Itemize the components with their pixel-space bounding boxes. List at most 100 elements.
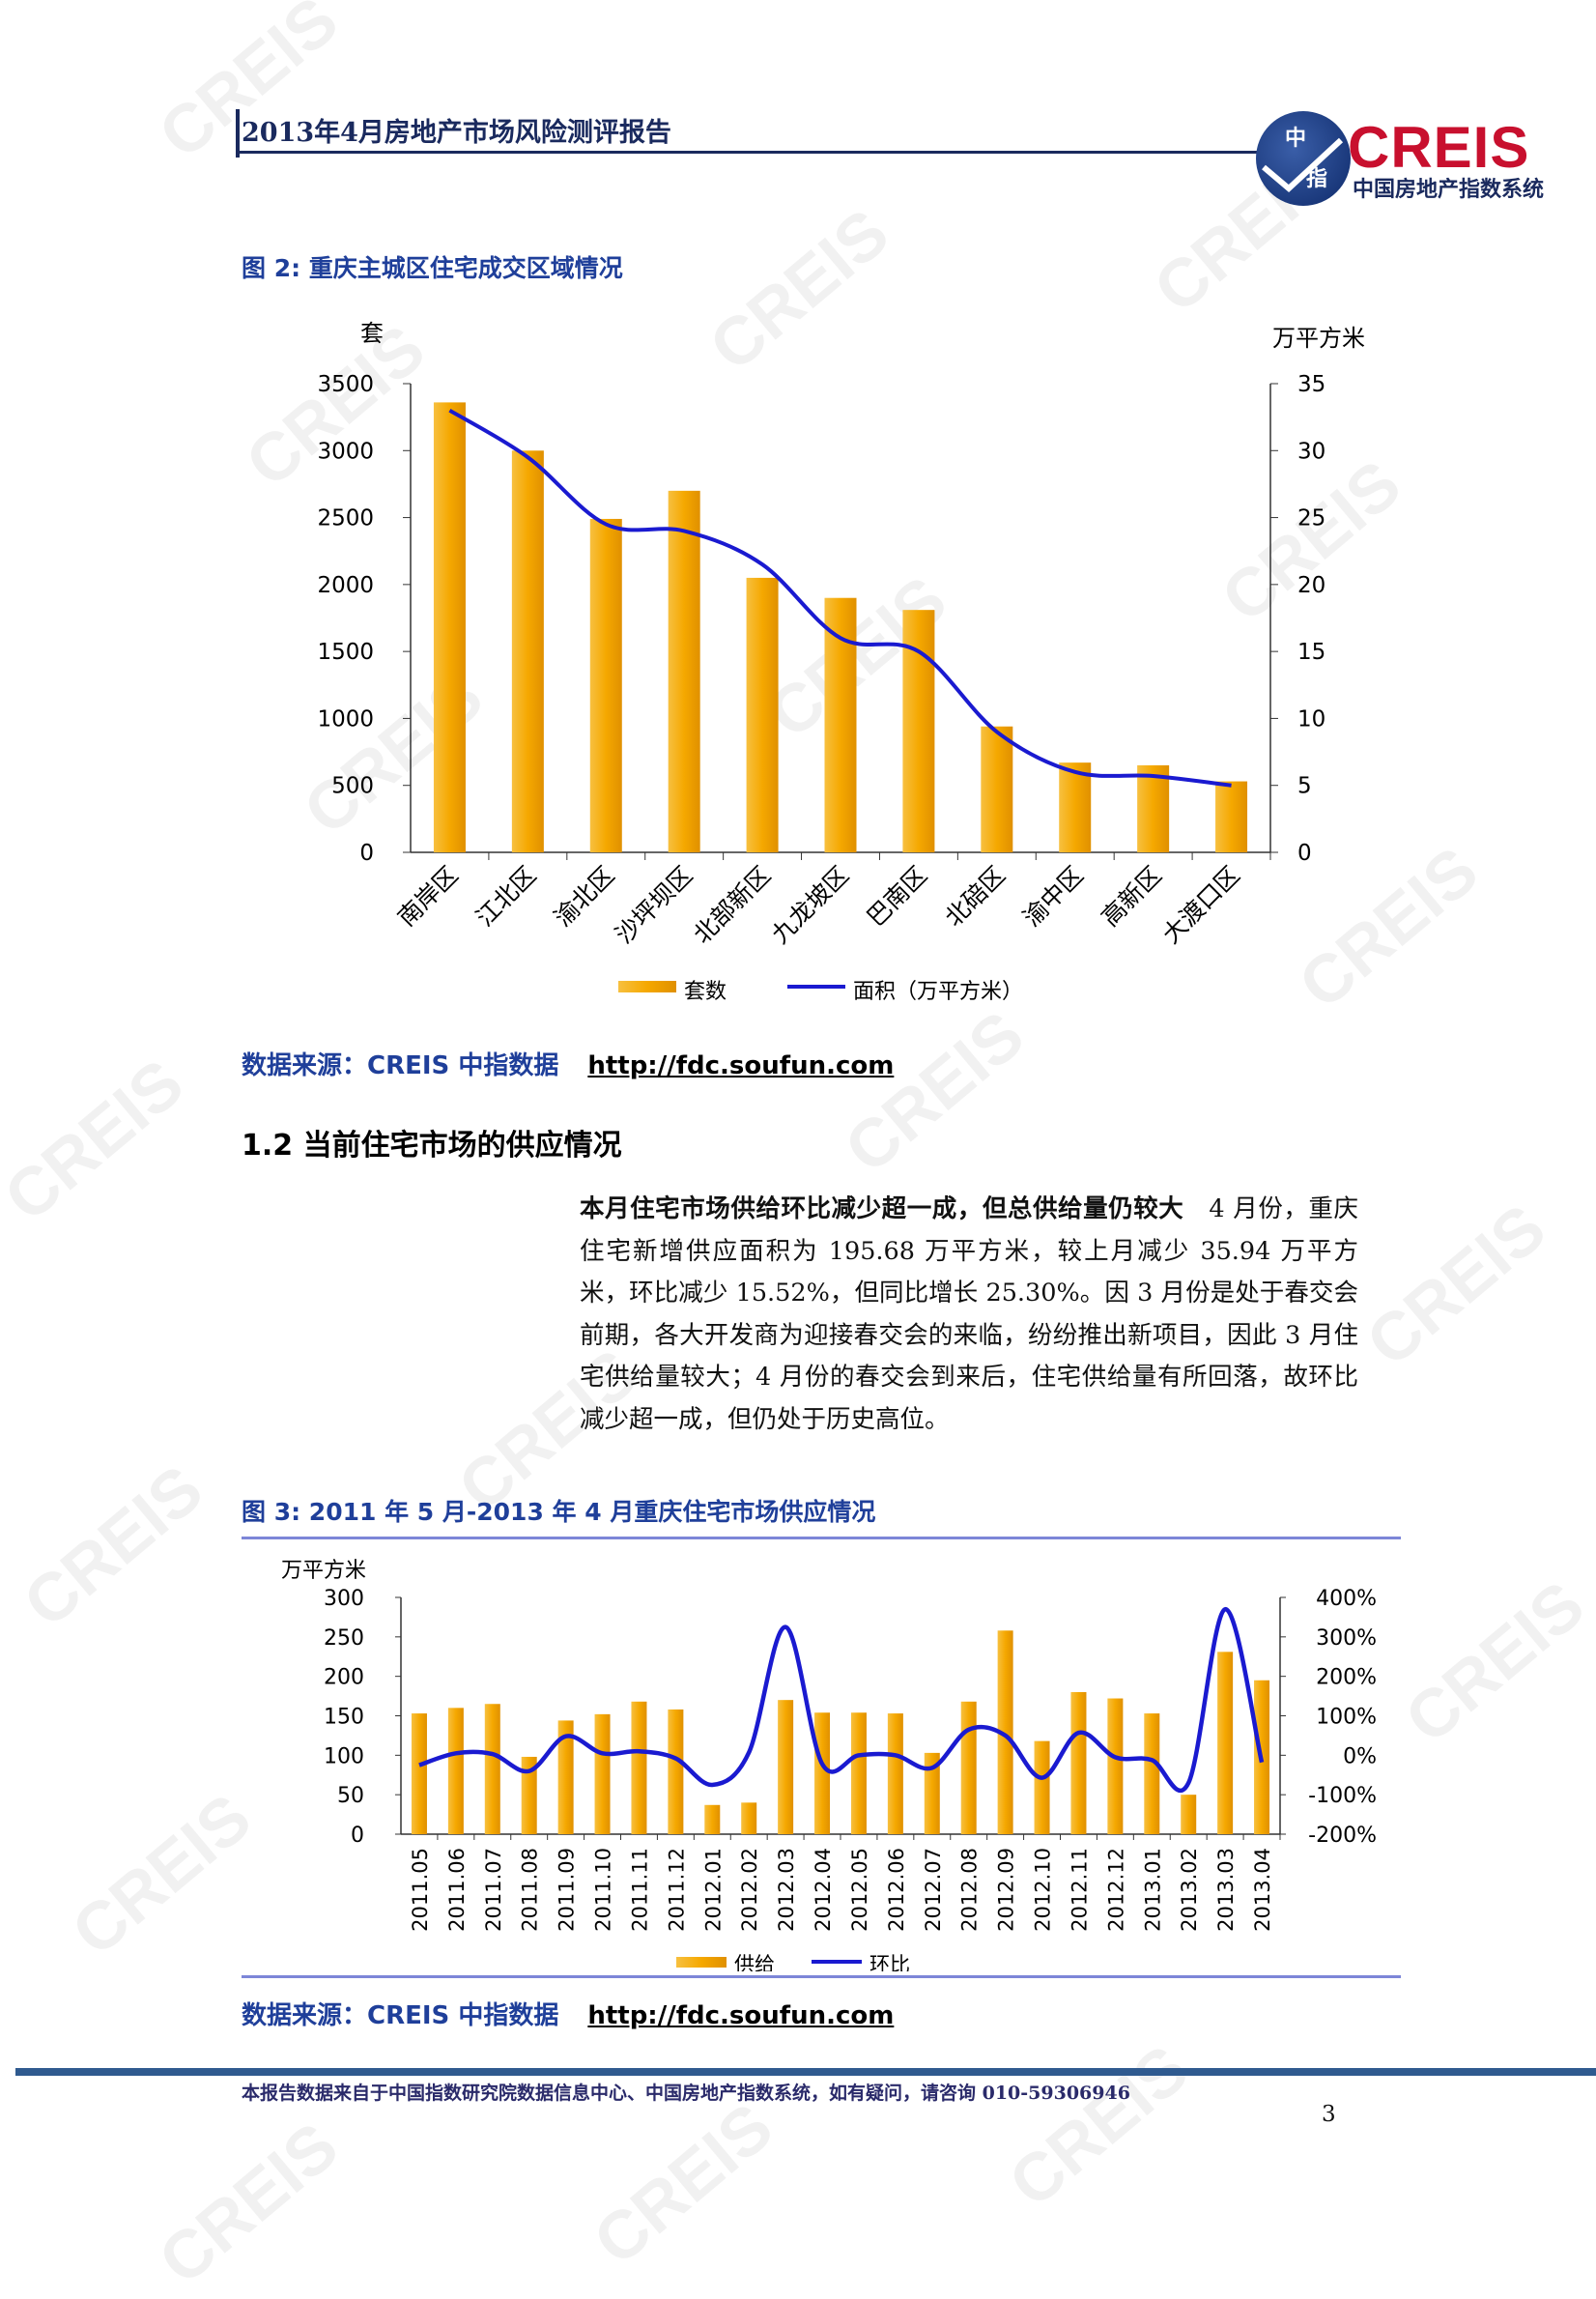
x-tick-label: 2012.11: [1068, 1848, 1091, 1932]
left-tick-label: 3000: [317, 439, 374, 464]
bar-supply-3: [521, 1756, 537, 1834]
legend-line-label: 环比: [869, 1953, 910, 1971]
bar-supply-20: [1144, 1713, 1160, 1834]
left-tick-label: 1000: [317, 706, 374, 732]
x-tick-label: 2012.05: [848, 1848, 871, 1932]
watermark: CREIS: [0, 1045, 197, 1236]
x-tick-label: 巴南区: [862, 861, 933, 933]
bar-supply-17: [1034, 1740, 1050, 1834]
x-tick-label: 2013.03: [1214, 1848, 1238, 1932]
right-tick-label: -100%: [1308, 1784, 1377, 1808]
x-tick-label: 江北区: [470, 861, 542, 933]
legend-line-label: 面积（万平方米）: [853, 980, 1023, 1004]
x-tick-label: 北部新区: [688, 861, 776, 949]
legend-bar-swatch: [618, 981, 676, 992]
watermark: CREIS: [9, 1451, 216, 1642]
right-tick-label: 100%: [1316, 1706, 1377, 1730]
logo-check-icon: [1262, 137, 1344, 193]
left-tick-label: 200: [324, 1666, 364, 1690]
page-number: 3: [1322, 2102, 1336, 2127]
x-tick-label: 2012.07: [922, 1848, 945, 1932]
bar-units-10: [1215, 781, 1248, 852]
watermark: CREIS: [57, 1779, 265, 1970]
footer-note: 本报告数据来自于中国指数研究院数据信息中心、中国房地产指数系统，如有疑问，请咨询…: [242, 2083, 1130, 2104]
figure3-source-label: 数据来源：CREIS 中指数据: [242, 2001, 559, 2030]
x-tick-label: 渝北区: [549, 861, 620, 933]
x-tick-label: 2012.06: [885, 1848, 908, 1932]
right-axis-unit: 万平方米: [1272, 325, 1365, 352]
bar-supply-14: [924, 1752, 940, 1834]
bar-supply-16: [997, 1630, 1013, 1834]
bar-supply-19: [1107, 1698, 1124, 1834]
bar-supply-13: [887, 1713, 903, 1834]
x-tick-label: 2012.10: [1032, 1848, 1055, 1932]
left-tick-label: 150: [324, 1706, 364, 1730]
bar-units-8: [1059, 762, 1092, 852]
left-tick-label: 50: [337, 1784, 364, 1808]
bar-supply-11: [814, 1712, 831, 1834]
bar-supply-0: [411, 1713, 427, 1834]
bar-supply-7: [668, 1709, 684, 1834]
right-tick-label: 30: [1297, 439, 1325, 464]
creis-logo-text: CREIS: [1348, 115, 1530, 180]
figure3-bottom-rule: [242, 1975, 1401, 1978]
paragraph-lead: 本月住宅市场供给环比减少超一成，但总供给量仍较大: [580, 1194, 1184, 1223]
bar-units-1: [511, 450, 544, 852]
paragraph-body: 4 月份，重庆住宅新增供应面积为 195.68 万平方米，较上月减少 35.94…: [580, 1194, 1358, 1434]
left-tick-label: 250: [324, 1626, 364, 1651]
x-tick-label: 2013.01: [1141, 1848, 1164, 1932]
bar-supply-15: [960, 1701, 977, 1834]
bar-units-2: [589, 518, 622, 852]
x-tick-label: 2012.09: [995, 1848, 1018, 1932]
x-tick-label: 2011.12: [665, 1848, 688, 1932]
x-tick-label: 2013.02: [1178, 1848, 1201, 1932]
right-tick-label: 300%: [1316, 1626, 1377, 1651]
x-tick-label: 大渡口区: [1157, 861, 1245, 949]
figure2-source-link[interactable]: http://fdc.soufun.com: [587, 1051, 895, 1080]
figure3-source-link[interactable]: http://fdc.soufun.com: [587, 2001, 895, 2030]
x-tick-label: 高新区: [1096, 861, 1167, 933]
report-title: 2013年4月房地产市场风险测评报告: [242, 118, 671, 148]
figure2-source-label: 数据来源：CREIS 中指数据: [242, 1051, 559, 1080]
right-tick-label: 20: [1297, 573, 1325, 598]
bar-supply-4: [557, 1720, 574, 1834]
bar-supply-18: [1070, 1692, 1087, 1834]
right-tick-label: 35: [1297, 372, 1325, 397]
figure3-source: 数据来源：CREIS 中指数据 http://fdc.soufun.com: [242, 1996, 894, 2031]
figure3-chart: 万平方米 0 50 100 150 200 250 300 -200% -100% 0% 100% 20…: [281, 1559, 1377, 1971]
watermark: CREIS: [994, 2030, 1202, 2222]
bar-units-5: [824, 597, 857, 852]
left-tick-label: 300: [324, 1587, 364, 1611]
bar-supply-12: [850, 1712, 867, 1834]
header-accent-bar: [236, 109, 240, 158]
right-tick-label: 400%: [1316, 1587, 1377, 1611]
left-axis-unit: 套: [360, 320, 384, 347]
figure2-source: 数据来源：CREIS 中指数据 http://fdc.soufun.com: [242, 1046, 894, 1081]
bar-units-3: [668, 490, 700, 852]
figure2-title: 图 2: 重庆主城区住宅成交区域情况: [242, 254, 623, 282]
watermark: CREIS: [1352, 1190, 1559, 1381]
bar-supply-6: [631, 1701, 647, 1834]
figure3-top-rule: [242, 1537, 1401, 1539]
right-tick-label: 15: [1297, 640, 1325, 665]
x-tick-label: 2012.08: [958, 1848, 982, 1932]
x-tick-label: 沙坪坝区: [610, 861, 698, 949]
right-tick-label: 10: [1297, 706, 1325, 732]
watermark: CREIS: [830, 996, 1038, 1188]
left-tick-label: 0: [359, 841, 374, 866]
x-tick-label: 2012.02: [738, 1848, 761, 1932]
x-tick-label: 2011.11: [628, 1848, 651, 1932]
left-axis-unit: 万平方米: [281, 1559, 366, 1583]
legend-bar-swatch: [676, 1957, 727, 1968]
bar-supply-8: [704, 1804, 721, 1834]
x-tick-label: 2011.06: [445, 1848, 469, 1932]
x-tick-label: 2013.04: [1251, 1848, 1274, 1932]
x-tick-label: 渝中区: [1017, 861, 1089, 933]
right-tick-label: 5: [1297, 774, 1312, 799]
bar-units-9: [1137, 764, 1170, 852]
x-tick-label: 2011.05: [409, 1848, 432, 1932]
left-tick-label: 2500: [317, 506, 374, 532]
bar-units-0: [433, 402, 466, 852]
x-tick-label: 九龙坡区: [766, 861, 854, 949]
bar-supply-1: [447, 1708, 464, 1834]
